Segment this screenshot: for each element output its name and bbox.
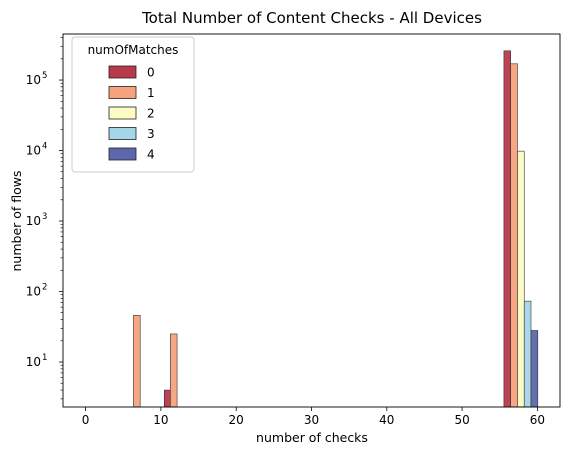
bar-series-1-2: [510, 63, 518, 408]
x-axis: 0 10 20 30 40 50 60: [82, 407, 545, 427]
bar-series-3-0: [523, 300, 532, 408]
bar-series-2-0: [517, 150, 525, 408]
legend: numOfMatches 0 1 2 3 4: [71, 36, 195, 173]
legend-swatch-2: [108, 106, 137, 120]
y-tick-exponent: 5: [42, 71, 47, 81]
y-tick-label: 10: [26, 355, 41, 369]
legend-items: 0 1 2 3 4: [108, 65, 155, 162]
x-tick-label: 0: [82, 413, 90, 427]
bars-layer: [133, 50, 539, 408]
x-tick-label: 20: [229, 413, 244, 427]
y-tick-exponent: 3: [42, 212, 47, 222]
legend-label-2: 2: [147, 107, 155, 121]
legend-swatch-3: [108, 127, 137, 140]
legend-box: [71, 36, 195, 173]
y-tick-exponent: 1: [42, 353, 47, 363]
y-tick-exponent: 2: [42, 283, 47, 293]
x-tick-label: 40: [379, 413, 394, 427]
y-tick-label: 10: [26, 144, 41, 158]
legend-title: numOfMatches: [88, 43, 179, 57]
y-tick-label: 10: [26, 73, 41, 87]
chart-title: Total Number of Content Checks - All Dev…: [141, 9, 482, 27]
x-tick-label: 60: [530, 413, 545, 427]
legend-swatch-4: [108, 147, 137, 161]
bar-series-4-0: [530, 330, 539, 408]
y-tick-label: 10: [26, 214, 41, 228]
legend-label-4: 4: [147, 148, 155, 162]
x-tick-label: 50: [454, 413, 469, 427]
x-axis-label: number of checks: [256, 430, 368, 445]
legend-swatch-0: [108, 65, 137, 79]
legend-label-1: 1: [147, 86, 155, 100]
legend-label-3: 3: [147, 127, 155, 141]
y-axis-label: number of flows: [9, 170, 24, 271]
bar-series-0-1: [503, 50, 511, 408]
bar-series-1-1: [170, 333, 178, 408]
bar-series-1-0: [133, 314, 141, 408]
y-tick-label: 10: [26, 285, 41, 299]
x-tick-label: 10: [153, 413, 168, 427]
legend-swatch-1: [108, 86, 137, 99]
x-tick-label: 30: [304, 413, 319, 427]
legend-label-0: 0: [147, 66, 155, 80]
y-tick-exponent: 4: [42, 142, 47, 152]
